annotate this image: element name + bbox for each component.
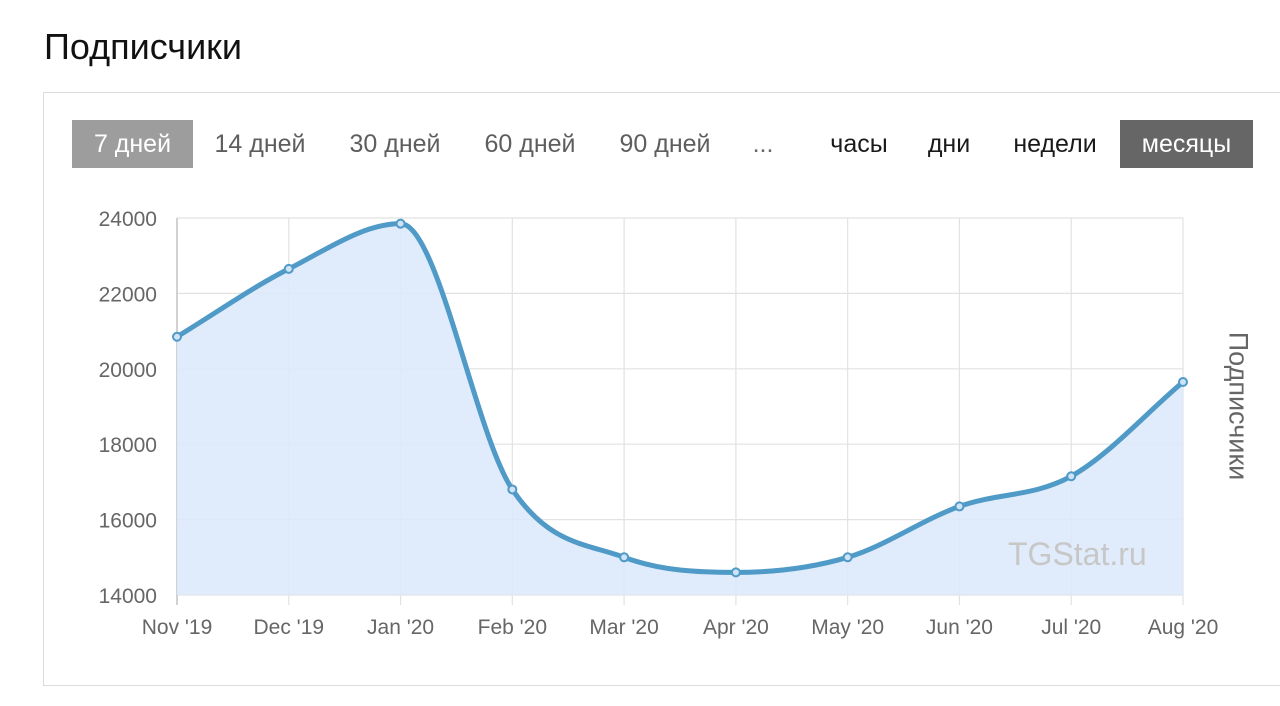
series-line [174,221,1186,575]
data-point[interactable] [1066,471,1077,482]
tab-60-days[interactable]: 60 дней [484,130,576,158]
y-tick-label: 18000 [99,434,157,457]
x-axis-ticks: Nov '19 Dec '19 Jan '20 Feb '20 Mar '20 Apr '… [142,616,1219,639]
data-point[interactable] [395,218,406,229]
y-axis-ticks: 14000 16000 18000 20000 22000 24000 [99,208,157,608]
x-tick-label: May '20 [811,616,884,639]
tab-hours[interactable]: часы [830,130,888,158]
data-point[interactable] [283,263,294,274]
watermark: TGStat.ru [1008,536,1147,572]
data-point[interactable] [730,567,741,578]
data-point[interactable] [507,484,518,495]
x-tick-label: Jun '20 [926,616,993,639]
data-point[interactable] [619,552,630,563]
x-tick-label: Jul '20 [1041,616,1101,639]
x-tick-label: Apr '20 [703,616,769,639]
x-tick-label: Nov '19 [142,616,213,639]
y-tick-label: 20000 [99,359,157,382]
x-tick-label: Aug '20 [1148,616,1219,639]
x-tick-label: Jan '20 [367,616,434,639]
y-axis-title: Подписчики [1223,331,1254,481]
x-tick-label: Mar '20 [589,616,658,639]
page-title: Подписчики [44,26,243,67]
tab-90-days[interactable]: 90 дней [619,130,711,158]
series-area [177,223,1183,595]
tab-7-days[interactable]: 7 дней [72,120,193,168]
data-point[interactable] [954,501,965,512]
tab-14-days[interactable]: 14 дней [214,130,306,158]
data-points [172,218,1188,578]
x-tick-label: Dec '19 [254,616,325,639]
tab-months[interactable]: месяцы [1120,120,1253,168]
x-tick-label: Feb '20 [478,616,547,639]
tab-30-days[interactable]: 30 дней [349,130,441,158]
tab-days[interactable]: дни [927,130,971,158]
data-point[interactable] [1178,376,1188,387]
more-ranges-button[interactable]: ... [752,130,774,158]
y-tick-label: 16000 [99,510,157,533]
y-tick-label: 24000 [99,208,157,231]
y-tick-label: 14000 [99,585,157,608]
data-point[interactable] [842,552,853,563]
data-point[interactable] [172,331,182,342]
tab-weeks[interactable]: недели [1013,130,1097,158]
y-tick-label: 22000 [99,283,157,306]
